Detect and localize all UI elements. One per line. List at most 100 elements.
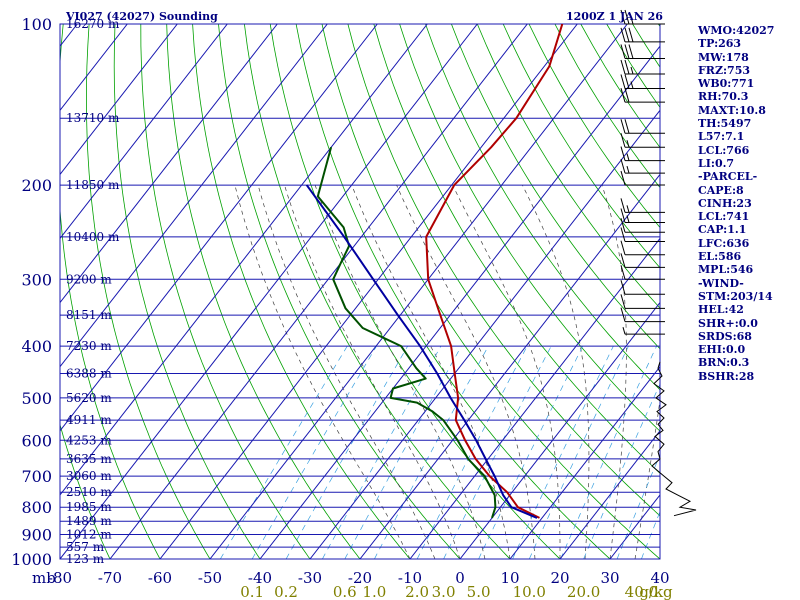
pressure-label: 300 xyxy=(21,270,52,289)
sounding-profiles xyxy=(305,24,564,519)
isotherm-line xyxy=(309,109,660,559)
wind-barb xyxy=(620,9,665,25)
temperature-tick-label: 20 xyxy=(550,569,569,587)
sounding-index-line: CAPE:8 xyxy=(698,183,744,197)
wind-barb xyxy=(622,327,665,335)
temperature-tick-label: -40 xyxy=(248,569,272,587)
parcel-profile-line xyxy=(305,184,538,519)
sounding-index-line: WB0:771 xyxy=(698,77,755,91)
mixing-ratio-tick-label: 20.0 xyxy=(567,583,600,600)
mixing-ratio-line xyxy=(512,345,614,559)
wind-barb xyxy=(620,240,665,256)
dry-adiabat-line xyxy=(347,24,660,517)
dry-adiabat-line xyxy=(244,24,511,559)
isotherms xyxy=(60,24,660,559)
mixing-ratio-line xyxy=(220,345,348,559)
sounding-index-line: MAXT:10.8 xyxy=(698,103,766,117)
wind-barb xyxy=(620,170,665,186)
height-label: 3060 m xyxy=(66,469,112,483)
isobars xyxy=(59,23,661,560)
pressure-label: 900 xyxy=(21,526,52,545)
mixing-ratio-line xyxy=(322,345,442,559)
temperature-tick-label: 0 xyxy=(455,569,465,587)
height-label: 10400 m xyxy=(66,230,120,244)
isotherm-line xyxy=(60,24,478,559)
wind-barb xyxy=(620,27,665,43)
temperature-tick-label: 40 xyxy=(650,569,669,587)
isotherm-line xyxy=(159,24,578,559)
height-label: 13710 m xyxy=(66,111,120,125)
isotherm-line xyxy=(60,24,278,304)
moist-adiabat-line xyxy=(234,185,411,559)
wind-barb xyxy=(620,88,665,103)
isotherm-line xyxy=(60,24,328,368)
wind-barb xyxy=(620,253,665,268)
temperature-tick-label: 30 xyxy=(600,569,619,587)
sounding-index-line: EL:586 xyxy=(698,250,742,264)
mixing-ratio-tick-label: 40.0 xyxy=(625,583,658,600)
wind-barb xyxy=(620,280,665,295)
isotherm-line xyxy=(109,24,528,559)
dry-adiabat-line xyxy=(192,24,411,559)
isotherm-line xyxy=(60,24,428,496)
sounding-index-line: WMO:42027 xyxy=(698,24,775,37)
mixing-ratio-line xyxy=(616,453,660,559)
sounding-index-line: SRDS:68 xyxy=(698,329,752,343)
height-label: 11850 m xyxy=(66,178,120,192)
wind-barb xyxy=(620,119,665,134)
temperature-tick-label: -20 xyxy=(348,569,372,587)
isotherm-line xyxy=(209,24,628,559)
temperature-tick-label: -70 xyxy=(98,569,122,587)
mixing-ratio-tick-label: 5.0 xyxy=(467,583,491,600)
pressure-label: 600 xyxy=(21,431,52,450)
height-label: 1985 m xyxy=(66,500,112,514)
mixing-ratio-tick-label: 0.1 xyxy=(240,583,264,600)
temperature-tick-label: 10 xyxy=(500,569,519,587)
mixing-ratio-line xyxy=(285,345,409,559)
dry-adiabats xyxy=(60,24,660,559)
moist-adiabat-line xyxy=(284,184,461,559)
height-label: 4911 m xyxy=(66,413,112,427)
wind-barb xyxy=(620,74,665,90)
mixing-ratio-tick-label: 2.0 xyxy=(405,583,429,600)
sounding-index-line: MW:178 xyxy=(698,50,749,64)
sounding-index-line: FRZ:753 xyxy=(698,63,751,77)
wind-barbs xyxy=(620,9,665,335)
wind-barb xyxy=(620,146,665,162)
isotherm-line xyxy=(60,24,228,240)
temperature-tick-label: -50 xyxy=(198,569,222,587)
sounding-index-line: CINH:23 xyxy=(698,196,752,210)
isotherm-line xyxy=(559,429,660,559)
height-label: 7230 m xyxy=(66,339,112,353)
pressure-label: 100 xyxy=(21,15,52,34)
sounding-index-line: -WIND- xyxy=(698,276,744,290)
sounding-index-line: LCL:741 xyxy=(698,210,750,224)
pressure-label: 800 xyxy=(21,498,52,517)
temperature-tick-label: -30 xyxy=(298,569,322,587)
wind-trace-line xyxy=(651,361,697,517)
sounding-index-line: LI:0.7 xyxy=(698,156,735,170)
wind-hodograph-trace xyxy=(651,361,697,517)
mixing-ratio-line xyxy=(344,345,462,559)
height-label: 6388 m xyxy=(66,366,112,380)
sounding-index-line: MPL:546 xyxy=(698,263,754,277)
wind-barb xyxy=(620,158,665,174)
moist-adiabat-line xyxy=(257,185,436,559)
sounding-index-line: CAP:1.1 xyxy=(698,223,747,237)
sounding-index-line: BSHR:28 xyxy=(698,369,755,383)
mixing-ratio-line xyxy=(478,345,584,559)
sounding-index-line: TH:5497 xyxy=(698,117,752,131)
plot-frame xyxy=(59,23,661,560)
temperature-tick-label: -80 xyxy=(48,569,72,587)
height-label: 5620 m xyxy=(66,391,112,405)
pressure-label: 200 xyxy=(21,176,52,195)
sounding-index-line: LFC:636 xyxy=(698,236,750,250)
height-label: 1012 m xyxy=(66,528,112,542)
wind-barb xyxy=(620,294,665,309)
temperature-tick-label: -10 xyxy=(398,569,422,587)
dry-adiabat-line xyxy=(113,24,261,559)
sounding-time: 1200Z 1 JAN 26 xyxy=(566,10,663,23)
mixing-ratio-line xyxy=(251,345,377,559)
